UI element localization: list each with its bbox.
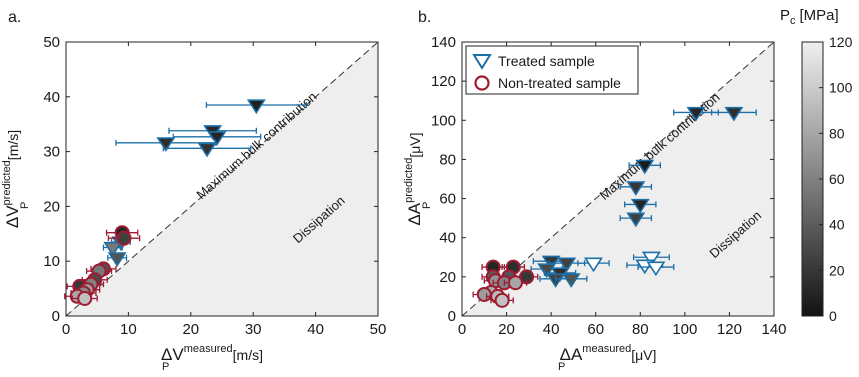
panel-a-xlabel: ΔVmeasured[m/s] <box>161 343 263 364</box>
legend-nontreated-marker <box>474 75 490 91</box>
panel-a-ytick-label: 0 <box>52 308 60 325</box>
panel-a-ylabel-part: predicted <box>1 160 13 205</box>
panel-a-ylabel-part: [m/s] <box>5 130 21 160</box>
panel-b-ylabel-part: [μV] <box>407 132 423 157</box>
treated-point <box>561 273 581 288</box>
panel-a-xtick-label: 50 <box>370 321 387 338</box>
panel-b-xlabel-part: ΔA <box>560 345 583 364</box>
panel-b-xlabel-sub: P <box>558 361 565 373</box>
treated-point <box>537 263 557 279</box>
panel-b-ytick-label: 0 <box>448 308 456 325</box>
panel-b-ylabel-sub: P <box>421 202 433 209</box>
panel-a-ylabel-sub: P <box>19 202 31 209</box>
colorbar-tick-label: 100 <box>829 80 853 96</box>
colorbar-title-unit: [MPa] <box>800 7 839 24</box>
treated-point <box>724 106 744 122</box>
panel-a-ytick-label: 10 <box>43 253 60 270</box>
panel-b-ylabel: ΔApredicted[μV] <box>403 132 424 225</box>
treated-point <box>635 159 655 175</box>
panel-a-ylabel-part: ΔV <box>3 205 22 228</box>
treated-point <box>156 137 176 152</box>
panel-a-xtick-label: 10 <box>120 321 137 338</box>
panel-b-ytick-label: 120 <box>431 73 456 90</box>
treated-point <box>246 99 266 115</box>
colorbar-title-sub: c <box>790 15 796 27</box>
treated-point <box>584 257 603 273</box>
panel-a-ytick-label: 20 <box>43 198 60 215</box>
panel-a-xlabel-sub: P <box>162 361 169 373</box>
panel-b-xlabel: ΔAmeasured[μV] <box>560 343 657 364</box>
panel-a-xtick-label: 40 <box>307 321 324 338</box>
panel-a: 0 10 20 30 40 5001020304050a.ΔVmeasured[m/s]P… <box>1 9 386 373</box>
colorbar-tick-label: 40 <box>829 217 845 233</box>
panel-b-xtick-label: 60 <box>587 321 604 338</box>
panel-b-label: b. <box>418 9 431 26</box>
treated-point <box>626 212 646 228</box>
colorbar-tick-label: 60 <box>829 171 845 187</box>
treated-point <box>103 241 123 257</box>
legend-entry-label: Treated sample <box>498 53 595 69</box>
panel-a-ytick-label: 40 <box>43 89 60 106</box>
panel-b-ytick-label: 80 <box>439 151 456 168</box>
panel-b-ytick-label: 20 <box>439 269 456 286</box>
panel-a-xlabel-part: [m/s] <box>233 347 263 363</box>
legend-box <box>465 45 639 95</box>
treated-point <box>641 251 661 267</box>
nontreated-point <box>116 230 132 246</box>
panel-b-xtick-label: 20 <box>498 321 515 338</box>
treated-point <box>630 198 650 214</box>
panel-b-ytick-label: 140 <box>431 34 456 51</box>
legend-treated-marker <box>472 54 492 70</box>
panel-a-xtick-label: 30 <box>245 321 262 338</box>
panel-b-xtick-label: 140 <box>761 321 786 338</box>
treated-point <box>207 131 227 146</box>
panel-a-xtick-label: 20 <box>182 321 199 338</box>
panel-a-axes-frame <box>65 41 379 317</box>
colorbar-tick-label: 0 <box>829 308 837 324</box>
panel-b-ytick-label: 40 <box>439 230 456 247</box>
colorbar-title: Pc [MPa] <box>780 7 839 27</box>
nontreated-point <box>507 275 523 291</box>
panel-b-xlabel-part: measured <box>582 343 631 355</box>
nontreated-point <box>476 286 492 302</box>
nontreated-point <box>77 290 93 306</box>
legend-entry-label: Non-treated sample <box>498 75 621 91</box>
colorbar-tick-label: 80 <box>829 125 845 141</box>
treated-point <box>646 261 666 277</box>
panel-b-ylabel-part: predicted <box>403 158 415 203</box>
panel-b-axes-frame <box>461 41 775 317</box>
panel-b-xtick-label: 0 <box>458 321 466 338</box>
panel-a-xlabel-part: ΔV <box>161 345 184 364</box>
treated-point <box>107 252 127 267</box>
panel-b-ytick-label: 60 <box>439 191 456 208</box>
nontreated-point <box>494 292 510 308</box>
panel-b-xtick-label: 40 <box>543 321 560 338</box>
panel-b-xtick-label: 120 <box>717 321 742 338</box>
colorbar-tick-label: 120 <box>829 34 853 50</box>
panel-a-ylabel: ΔVpredicted[m/s] <box>1 130 22 228</box>
panel-a-xtick-label: 0 <box>62 321 70 338</box>
colorbar: 0 20 40 60 80 100 120 Pc [MPa] <box>780 7 853 324</box>
panel-a-label: a. <box>8 9 21 26</box>
panel-a-bulk-line <box>65 41 379 317</box>
colorbar-title-main: P <box>780 7 790 24</box>
panel-a-ytick-label: 50 <box>43 34 60 51</box>
panel-a-ytick-label: 30 <box>43 144 60 161</box>
treated-point <box>557 257 577 273</box>
panel-b-ylabel-part: ΔA <box>405 202 424 225</box>
treated-point <box>686 106 706 122</box>
panel-b-ytick-label: 100 <box>431 112 456 129</box>
panel-b-xlabel-part: [μV] <box>631 347 656 363</box>
treated-point <box>626 181 646 196</box>
panel-b: 0 20 40 60 80 100 120 140020406080100120140b.ΔA… <box>403 9 787 373</box>
panel-a-xlabel-part: measured <box>184 343 233 355</box>
panel-b-xtick-label: 100 <box>672 321 697 338</box>
treated-point <box>197 142 217 158</box>
panel-b-xtick-label: 80 <box>632 321 649 338</box>
colorbar-tick-label: 20 <box>829 262 845 278</box>
